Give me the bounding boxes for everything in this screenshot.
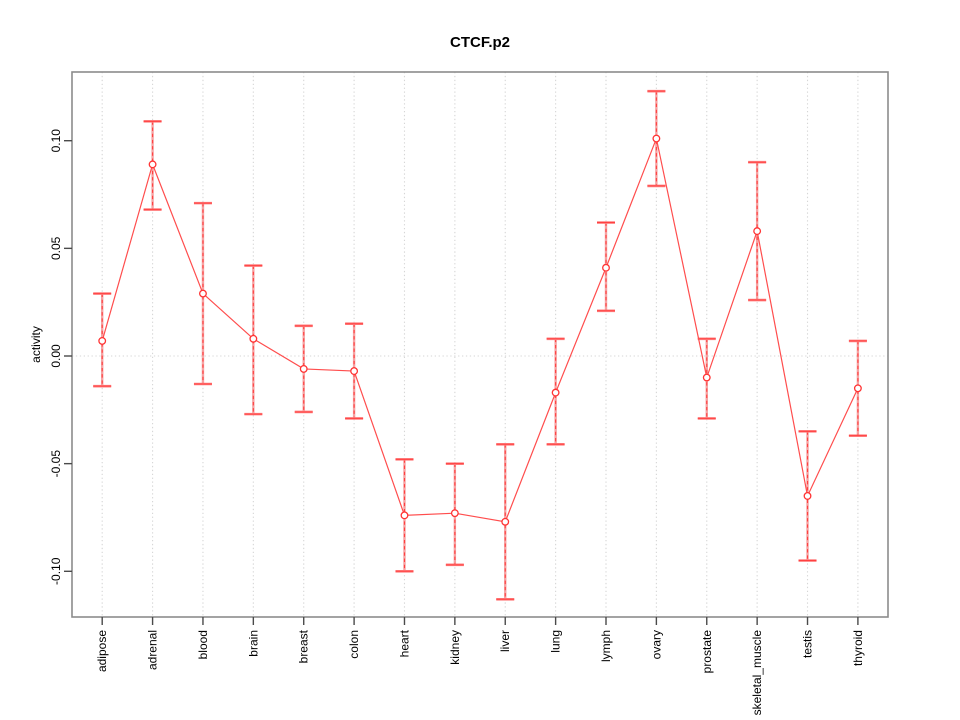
axis-tick-layer: [64, 139, 859, 625]
data-point: [501, 517, 510, 526]
data-point: [853, 384, 862, 393]
data-point: [350, 367, 359, 376]
x-tick-label: brain: [246, 630, 260, 657]
y-axis-label: activity: [29, 326, 43, 363]
data-point: [249, 334, 258, 343]
x-tick-label: ovary: [649, 630, 663, 659]
data-point: [299, 364, 308, 373]
x-tick-label: breast: [297, 629, 311, 663]
data-point: [803, 491, 812, 500]
data-point: [98, 336, 107, 345]
y-tick-label: -0.10: [49, 557, 63, 585]
data-point: [602, 263, 610, 272]
x-tick-label: adipose: [95, 630, 109, 672]
y-tick-label: -0.05: [49, 450, 63, 478]
plot-box: [71, 71, 889, 618]
data-point-layer: [98, 134, 862, 526]
x-tick-label: liver: [498, 630, 512, 652]
chart-title: CTCF.p2: [450, 34, 510, 51]
x-tick-label: skeletal_muscle: [750, 630, 764, 716]
plot-box-layer: [71, 71, 889, 618]
data-point: [199, 289, 207, 298]
data-point: [450, 509, 459, 518]
x-tick-label: kidney: [448, 630, 462, 665]
y-tick-label: 0.00: [49, 344, 63, 368]
y-tick-label: 0.10: [49, 129, 63, 153]
data-point: [702, 373, 711, 382]
series-line-layer: [101, 136, 859, 523]
series-line: [101, 136, 859, 523]
data-point: [652, 134, 661, 143]
axis-tick-label-layer: -0.10 -0.05 0.00 0.05 0.10 adipose adrenal bloo…: [49, 129, 865, 716]
data-point: [148, 160, 157, 169]
data-point: [551, 388, 560, 397]
x-tick-label: colon: [347, 630, 361, 659]
x-tick-label: blood: [196, 630, 210, 659]
x-tick-label: lung: [549, 630, 563, 653]
x-tick-label: lymph: [599, 630, 613, 662]
y-tick-label: 0.05: [49, 236, 63, 260]
error-bar-layer: [93, 89, 867, 601]
x-tick-label: thyroid: [851, 630, 865, 666]
data-point: [753, 227, 762, 236]
gridline-layer: [72, 72, 888, 617]
data-point: [400, 511, 409, 520]
x-tick-label: prostate: [700, 630, 714, 674]
x-tick-label: heart: [397, 629, 411, 657]
x-tick-label: adrenal: [146, 630, 160, 670]
x-tick-label: testis: [801, 630, 815, 658]
